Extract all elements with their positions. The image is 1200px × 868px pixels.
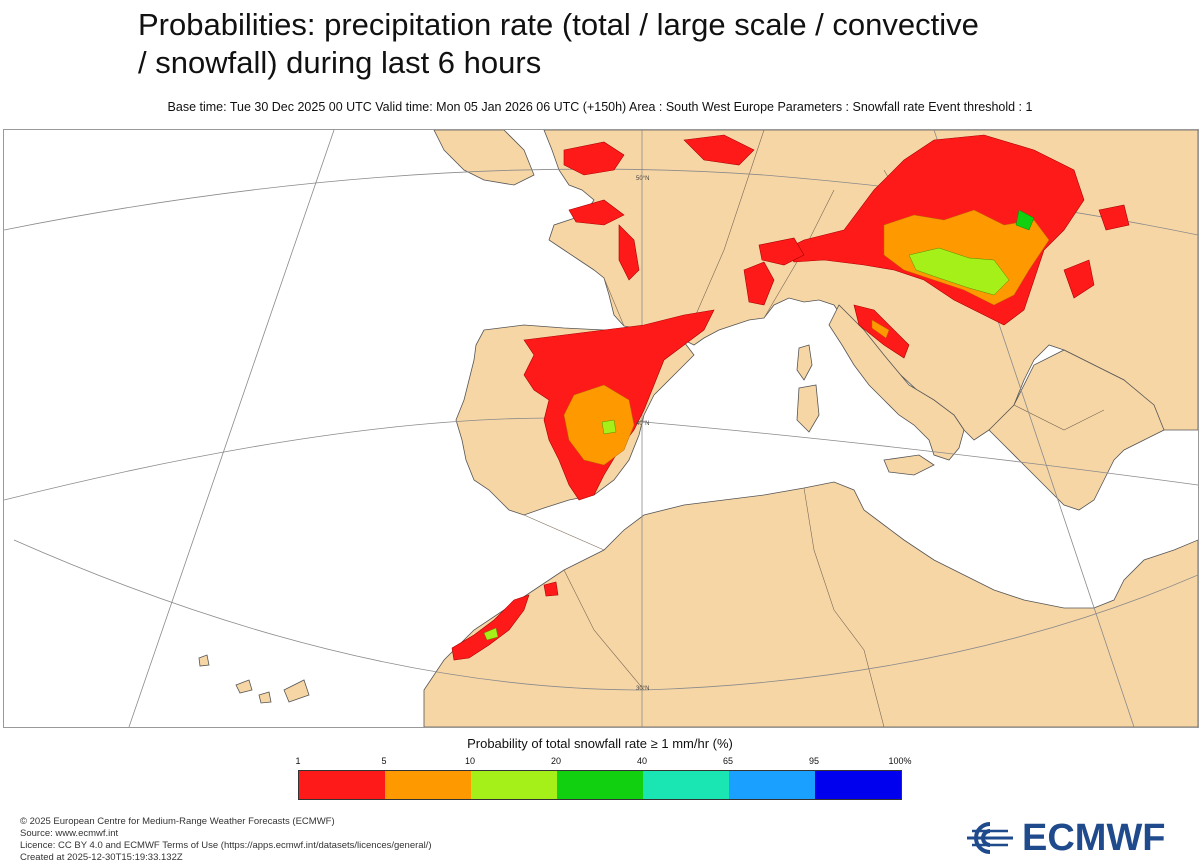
land-canary-3	[258, 691, 272, 704]
chart-subtitle: Base time: Tue 30 Dec 2025 00 UTC Valid …	[167, 100, 1033, 114]
legend-tick-65: 65	[722, 756, 734, 766]
snow-central-dkgreen	[1015, 209, 1035, 231]
label-30n: 30°N	[636, 686, 649, 692]
footer-created: Created at 2025-12-30T15:19:33.132Z	[20, 852, 183, 863]
land-canary-2	[283, 679, 310, 703]
snow-atlas-east	[543, 581, 559, 597]
legend-swatch-1	[385, 771, 471, 799]
snow-carpathians	[1098, 204, 1130, 231]
legend-tick-1: 1	[295, 756, 301, 766]
land-britain	[433, 130, 535, 186]
ecmwf-wave-icon	[967, 822, 1013, 854]
footer-credits: © 2025 European Centre for Medium-Range …	[20, 816, 432, 864]
land-canary-1	[235, 679, 253, 694]
ecmwf-logo-text: ECMWF	[1022, 816, 1166, 859]
snow-apennines-orange	[871, 319, 890, 339]
land-balkans	[988, 349, 1165, 511]
meridian-w10	[128, 130, 335, 727]
title-line-2: / snowfall) during last 6 hours	[138, 45, 542, 80]
land-canary-4	[198, 654, 210, 667]
map-svg: 50°N 40°N 30°N	[4, 130, 1198, 727]
snow-iberia-orange	[563, 384, 635, 466]
label-40n: 40°N	[636, 421, 649, 427]
snow-italy-north	[758, 237, 805, 266]
legend-title: Probability of total snowfall rate ≥ 1 m…	[467, 736, 733, 751]
title-line-1: Probabilities: precipitation rate (total…	[138, 7, 979, 42]
ecmwf-logo[interactable]: ECMWF	[964, 816, 1184, 859]
snow-atlas-green	[483, 627, 499, 641]
chart-title: Probabilities: precipitation rate (total…	[138, 6, 1098, 82]
legend-swatch-0	[299, 771, 385, 799]
legend-swatch-4	[643, 771, 729, 799]
snow-atlas	[451, 594, 530, 661]
land-italy	[828, 304, 965, 461]
grid-labels: 50°N 40°N 30°N	[636, 176, 649, 692]
snow-iberia-green	[601, 419, 617, 435]
border-5	[523, 514, 605, 551]
land-sicily	[883, 454, 935, 476]
legend-colorbar	[298, 770, 902, 800]
legend-tick-40: 40	[636, 756, 648, 766]
parallel-30n	[13, 539, 1198, 691]
legend-tick-95: 95	[808, 756, 820, 766]
snow-france-north	[563, 141, 625, 176]
legend-tick-100: 100%	[888, 756, 912, 766]
border-6	[563, 569, 645, 691]
legend-swatch-2	[471, 771, 557, 799]
snow-balkans-east	[1063, 259, 1095, 299]
legend-tick-20: 20	[550, 756, 562, 766]
snow-prob-layer	[451, 134, 1130, 661]
parallel-40n	[4, 417, 1198, 501]
footer-licence: Licence: CC BY 4.0 and ECMWF Terms of Us…	[20, 840, 432, 851]
snow-alps-west	[743, 261, 775, 306]
legend-swatch-6	[815, 771, 901, 799]
border-2	[683, 130, 765, 343]
land-sardinia	[796, 384, 820, 433]
label-50n: 50°N	[636, 176, 649, 182]
legend-tick-10: 10	[464, 756, 476, 766]
snow-brittany	[568, 199, 625, 226]
legend-tick-5: 5	[381, 756, 387, 766]
footer-source: Source: www.ecmwf.int	[20, 828, 119, 839]
legend-swatch-5	[729, 771, 815, 799]
legend-swatch-3	[557, 771, 643, 799]
legend-ticks: 1 5 10 20 40 65 95 100%	[295, 756, 911, 768]
snow-central-green	[908, 247, 1010, 296]
border-7	[803, 487, 885, 727]
footer-copyright: © 2025 European Centre for Medium-Range …	[20, 816, 335, 827]
map-panel[interactable]: 50°N 40°N 30°N	[3, 129, 1199, 728]
border-1	[603, 277, 625, 327]
border-8	[1013, 404, 1105, 431]
snow-belgium	[683, 134, 755, 166]
land-corsica	[796, 344, 813, 381]
land-africa	[423, 481, 1198, 727]
snow-france-west	[618, 224, 640, 281]
